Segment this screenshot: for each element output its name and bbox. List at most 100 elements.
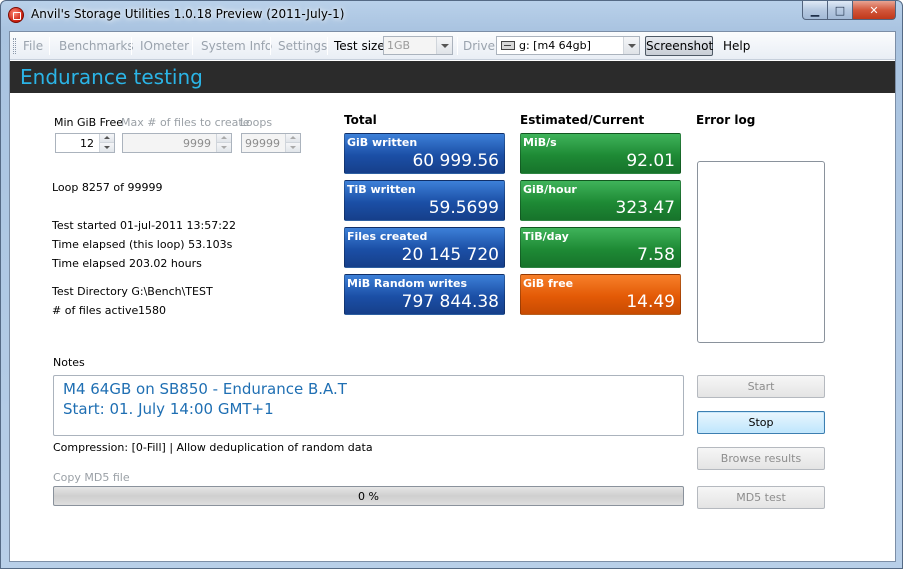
spinner-buttons[interactable] [216,134,231,152]
test-size-select[interactable]: 1GB [383,36,453,55]
elapsed-total: Time elapsed 203.02 hours [52,257,202,270]
test-started: Test started 01-jul-2011 13:57:22 [52,219,236,232]
elapsed-loop: Time elapsed (this loop) 53.103s [52,238,233,251]
client-area: File Benchmarks IOmeter System Info Sett… [9,31,896,562]
tile-gib-per-hour: GiB/hour 323.47 [520,180,681,221]
notes-textarea[interactable]: M4 64GB on SB850 - Endurance B.A.T Start… [53,375,684,436]
notes-line-1: M4 64GB on SB850 - Endurance B.A.T [63,380,347,398]
menubar: File Benchmarks IOmeter System Info Sett… [10,32,895,60]
close-button[interactable]: ✕ [853,1,896,20]
progress-text: 0 % [358,490,379,503]
tile-label: GiB written [347,136,418,149]
browse-results-button[interactable]: Browse results [697,447,825,470]
max-files-label: Max # of files to create [121,116,250,129]
menu-file[interactable]: File [23,39,44,53]
tile-mib-per-sec: MiB/s 92.01 [520,133,681,174]
tile-value: 323.47 [615,198,675,218]
menu-separator [457,37,458,55]
toolbar-grip[interactable] [13,38,16,54]
arrow-down-icon[interactable] [286,143,300,152]
hard-drive-icon [501,41,515,50]
start-button[interactable]: Start [697,375,825,398]
section-header: Endurance testing [10,61,895,93]
md5-label: Copy MD5 file [53,471,130,484]
max-files-value: 9999 [183,137,211,150]
app-logo-icon[interactable] [8,7,24,23]
min-free-spinner[interactable]: 12 [55,133,115,153]
test-size-label: Test size [334,39,385,53]
tile-tib-written: TiB written 59.5699 [344,180,505,221]
tile-value: 797 844.38 [401,292,499,312]
menu-help[interactable]: Help [723,39,751,53]
arrow-up-icon[interactable] [100,134,114,143]
estimated-heading: Estimated/Current [520,113,645,127]
notes-line-2: Start: 01. July 14:00 GMT+1 [63,400,274,418]
window-title: Anvil's Storage Utilities 1.0.18 Preview… [31,7,345,21]
tile-gib-free: GiB free 14.49 [520,274,681,315]
menu-benchmarks[interactable]: Benchmarks [59,39,134,53]
arrow-up-icon[interactable] [286,134,300,143]
tile-label: MiB/s [523,136,557,149]
spinner-buttons[interactable] [285,134,300,152]
tile-label: Files created [347,230,428,243]
drive-label: Drive [463,39,495,53]
tile-value: 14.49 [626,292,675,312]
tile-value: 60 999.56 [412,151,499,171]
totals-heading: Total [344,113,377,127]
drive-value: g: [m4 64gb] [519,39,591,52]
md5-test-button[interactable]: MD5 test [697,486,825,509]
test-directory: Test Directory G:\Bench\TEST [52,285,213,298]
title-bar[interactable]: Anvil's Storage Utilities 1.0.18 Preview… [1,1,902,29]
menu-separator [192,37,193,55]
min-free-label: Min GiB Free [54,116,123,129]
maximize-button[interactable]: □ [828,1,853,20]
arrow-up-icon[interactable] [217,134,231,143]
spinner-buttons[interactable] [99,134,114,152]
stop-button[interactable]: Stop [697,411,825,434]
files-active-value: 1580 [138,304,166,317]
files-active-label: # of files active [52,304,139,317]
test-size-value: 1GB [387,39,411,52]
compression-info: Compression: [0-Fill] | Allow deduplicat… [53,441,373,454]
notes-label: Notes [53,356,85,369]
max-files-spinner[interactable]: 9999 [122,133,232,153]
endurance-panel: Min GiB Free 12 Max # of files to create… [10,94,895,561]
caption-buttons: ▁ □ ✕ [802,1,896,20]
tile-random-writes: MiB Random writes 797 844.38 [344,274,505,315]
tile-label: TiB/day [523,230,569,243]
tile-gib-written: GiB written 60 999.56 [344,133,505,174]
minimize-button[interactable]: ▁ [802,1,828,20]
tile-value: 59.5699 [428,198,499,218]
screenshot-button[interactable]: Screenshot [645,36,713,56]
page-title: Endurance testing [20,65,203,89]
min-free-value: 12 [80,137,94,150]
drive-select[interactable]: g: [m4 64gb] [496,36,640,55]
menu-separator [327,37,328,55]
loops-value: 99999 [245,137,280,150]
arrow-down-icon[interactable] [100,143,114,152]
tile-value: 20 145 720 [401,245,499,265]
menu-separator [49,37,50,55]
errorlog-heading: Error log [696,113,756,127]
menu-system-info[interactable]: System Info [201,39,273,53]
tile-tib-per-day: TiB/day 7.58 [520,227,681,268]
loops-label: Loops [240,116,273,129]
tile-label: TiB written [347,183,416,196]
tile-value: 92.01 [626,151,675,171]
loop-counter: Loop 8257 of 99999 [52,181,163,194]
md5-progress-bar: 0 % [53,486,684,506]
chevron-down-icon[interactable] [623,37,639,54]
tile-label: GiB free [523,277,574,290]
menu-settings[interactable]: Settings [278,39,328,53]
menu-separator [131,37,132,55]
chevron-down-icon[interactable] [436,37,452,54]
tile-label: MiB Random writes [347,277,468,290]
error-log-box[interactable] [697,161,825,343]
tile-label: GiB/hour [523,183,577,196]
menu-iometer[interactable]: IOmeter [140,39,190,53]
tile-value: 7.58 [637,245,675,265]
menu-separator [270,37,271,55]
arrow-down-icon[interactable] [217,143,231,152]
loops-spinner[interactable]: 99999 [241,133,301,153]
